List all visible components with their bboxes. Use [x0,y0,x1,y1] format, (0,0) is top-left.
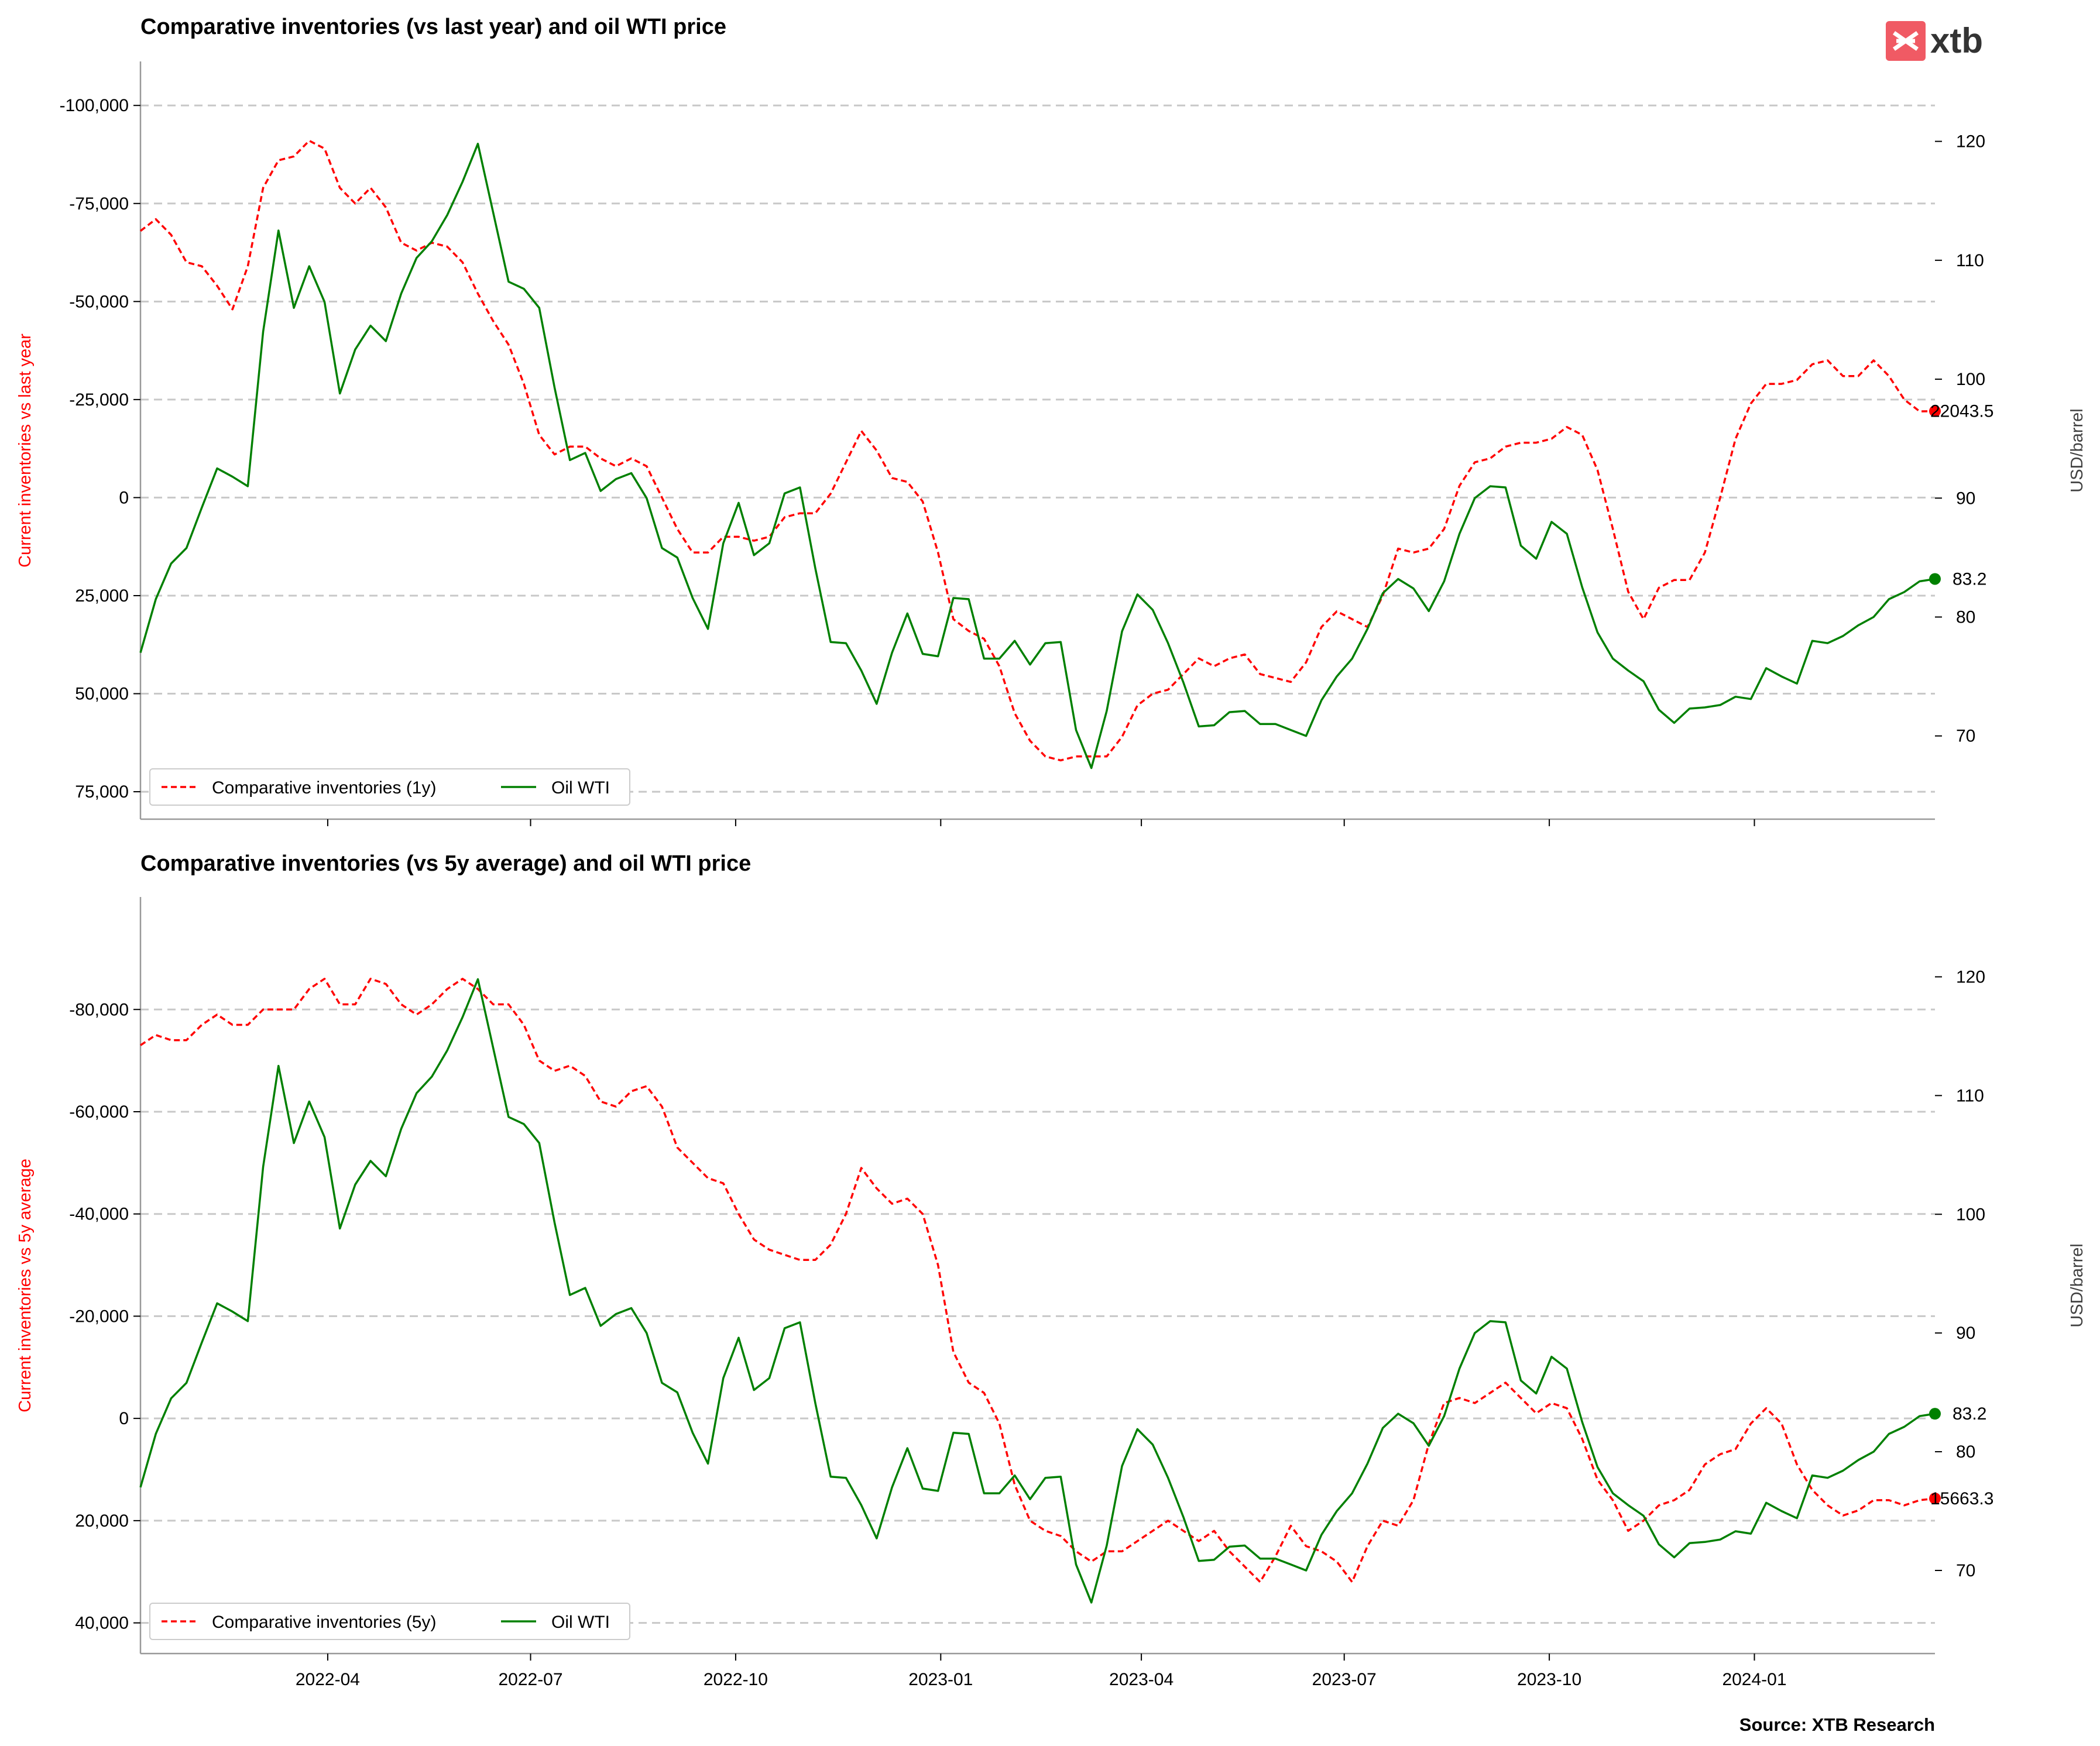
legend: Comparative inventories (5y) Oil WTI [149,1603,630,1640]
legend-label-inventories: Comparative inventories (5y) [212,1613,436,1632]
series-lines [139,139,1936,769]
legend-frame [149,768,630,806]
y-tick-label: -80,000 [69,1000,129,1019]
y-tick-label: 25,000 [75,586,129,606]
right-tick-label: 70 [1956,1561,1975,1580]
y-tick-label: 50,000 [75,685,129,704]
inventories-series-line [139,139,1936,762]
legend-label-inventories: Comparative inventories (1y) [212,778,436,798]
y-tick-label: -40,000 [69,1205,129,1224]
y-tick-label: 0 [119,488,129,507]
x-tick-label: 2023-01 [908,1670,973,1689]
end-value-label-inventories: 22043.5 [1930,402,1993,421]
x-tick-label: 2023-07 [1312,1670,1377,1689]
right-y-ticks: 70 80 90 100 110 120 [1935,967,1985,1580]
oil-wti-series-line [139,978,1936,1604]
right-tick-label: 80 [1956,608,1975,627]
y-tick-label: 75,000 [75,782,129,802]
logo-text: xtb [1930,21,1983,60]
axes [139,897,1935,1655]
chart-title: Comparative inventories (vs last year) a… [140,15,726,39]
axes [139,61,1935,820]
y-tick-label: 0 [119,1409,129,1428]
right-y-axis-label: USD/barrel [2068,408,2087,492]
y-tick-label: -20,000 [69,1307,129,1326]
right-y-ticks: 70 80 90 100 110 120 [1935,132,1985,746]
left-y-ticks: -100,000 -75,000 -50,000 -25,000 0 25,000 50,0… [60,96,140,802]
end-value-label-oil: 83.2 [1953,1404,1986,1424]
chart-panel-5y: Comparative inventories (vs 5y average) … [16,851,2087,1689]
right-tick-label: 80 [1956,1442,1975,1462]
right-tick-label: 70 [1956,727,1975,746]
left-y-ticks: -80,000 -60,000 -40,000 -20,000 0 20,000 40,00… [69,1000,140,1633]
y-tick-label: -50,000 [69,292,129,311]
y-tick-label: -60,000 [69,1102,129,1122]
right-tick-label: 110 [1956,251,1984,270]
x-tick-label: 2023-04 [1109,1670,1173,1689]
source-note: Source: XTB Research [1739,1714,1935,1735]
series-lines [139,978,1936,1604]
y-tick-label: 20,000 [75,1511,129,1531]
right-tick-label: 120 [1956,967,1985,987]
inventories-end-marker [1929,1492,1941,1504]
legend-frame [149,1603,630,1640]
x-tick-label: 2023-10 [1517,1670,1581,1689]
end-value-label-oil: 83.2 [1953,569,1986,589]
xtb-logo: xtb [1886,21,1983,61]
left-y-axis-label: Current inventories vs 5y average [16,1159,35,1412]
left-y-axis-label: Current inventories vs last year [16,334,35,568]
right-tick-label: 100 [1956,370,1985,389]
end-markers [1929,1408,1941,1504]
y-tick-label: 40,000 [75,1614,129,1633]
oil-wti-series-line [139,142,1936,769]
y-tick-label: -75,000 [69,194,129,214]
right-tick-label: 100 [1956,1205,1985,1224]
oil-end-marker [1929,573,1941,585]
chart-title: Comparative inventories (vs 5y average) … [140,851,751,876]
legend: Comparative inventories (1y) Oil WTI [149,768,630,806]
x-tick-label: 2024-01 [1722,1670,1786,1689]
legend-label-oil: Oil WTI [551,1613,610,1632]
right-y-axis-label: USD/barrel [2068,1243,2087,1327]
x-tick-label: 2022-10 [704,1670,768,1689]
oil-end-marker [1929,1408,1941,1420]
right-tick-label: 110 [1956,1086,1984,1105]
xtb-logo-mark [1892,31,1919,51]
y-tick-label: -100,000 [60,96,129,115]
legend-label-oil: Oil WTI [551,778,610,798]
y-tick-label: -25,000 [69,390,129,410]
x-ticks: 2022-04 2022-07 2022-10 2023-01 2023-04 2023-… [296,1654,1787,1689]
x-tick-label: 2022-07 [498,1670,562,1689]
x-tick-label: 2022-04 [296,1670,360,1689]
x-ticks [327,819,1755,826]
end-value-label-inventories: 15663.3 [1930,1489,1993,1508]
inventories-series-line [140,978,1936,1583]
end-markers [1929,405,1941,585]
chart-panel-1y: Comparative inventories (vs last year) a… [16,15,2087,826]
inventories-end-marker [1929,405,1941,417]
right-tick-label: 120 [1956,132,1985,152]
right-tick-label: 90 [1956,1324,1975,1343]
right-tick-label: 90 [1956,489,1975,508]
